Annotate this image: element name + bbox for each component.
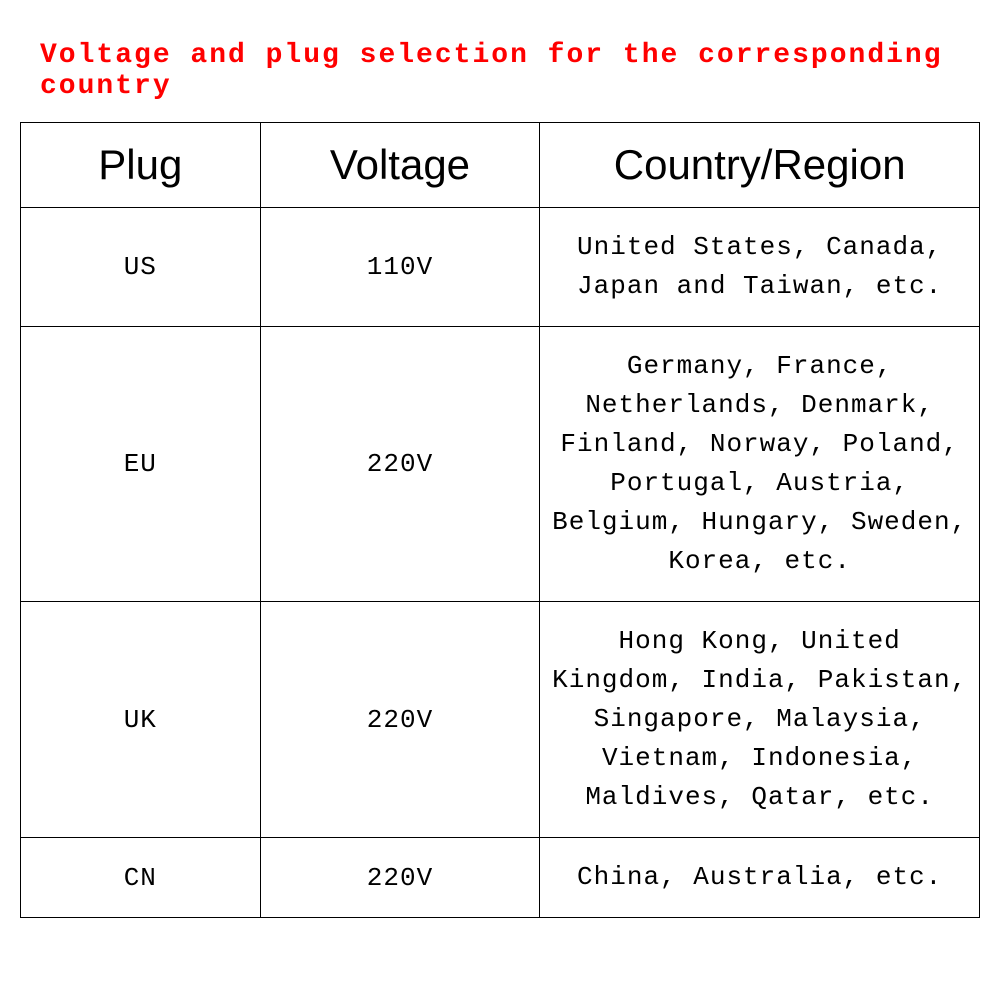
header-country: Country/Region [540,123,980,208]
table-row: US 110V United States, Canada, Japan and… [21,208,980,327]
cell-plug: EU [21,327,261,602]
cell-voltage: 110V [260,208,540,327]
cell-voltage: 220V [260,838,540,918]
table-row: CN 220V China, Australia, etc. [21,838,980,918]
table-header-row: Plug Voltage Country/Region [21,123,980,208]
header-voltage: Voltage [260,123,540,208]
plug-voltage-table: Plug Voltage Country/Region US 110V Unit… [20,122,980,918]
header-plug: Plug [21,123,261,208]
table-row: UK 220V Hong Kong, United Kingdom, India… [21,602,980,838]
table-row: EU 220V Germany, France, Netherlands, De… [21,327,980,602]
cell-country: Hong Kong, United Kingdom, India, Pakist… [540,602,980,838]
cell-country: China, Australia, etc. [540,838,980,918]
cell-voltage: 220V [260,327,540,602]
cell-country: United States, Canada, Japan and Taiwan,… [540,208,980,327]
cell-plug: UK [21,602,261,838]
page-title: Voltage and plug selection for the corre… [20,40,980,102]
cell-plug: US [21,208,261,327]
cell-voltage: 220V [260,602,540,838]
cell-country: Germany, France, Netherlands, Denmark, F… [540,327,980,602]
cell-plug: CN [21,838,261,918]
